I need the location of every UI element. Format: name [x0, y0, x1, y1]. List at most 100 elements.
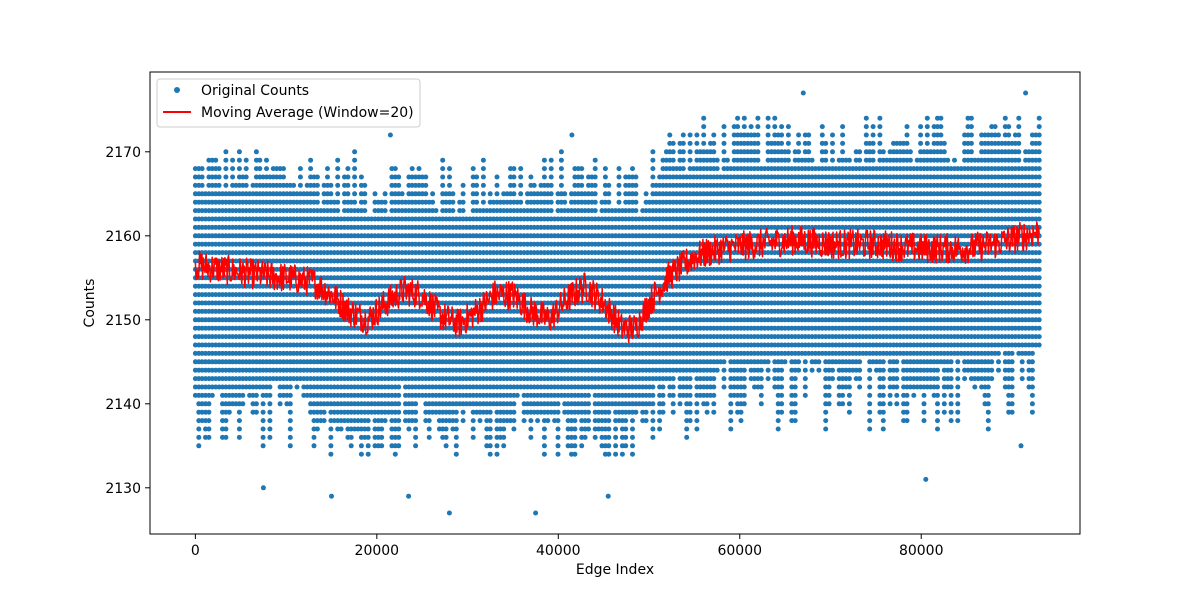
scatter-point [724, 157, 730, 163]
scatter-point [209, 392, 215, 398]
scatter-point [518, 182, 524, 188]
scatter-point [352, 174, 358, 180]
scatter-point [613, 443, 619, 449]
scatter-point [487, 443, 493, 449]
scatter-point [728, 418, 734, 424]
scatter-point [755, 115, 761, 121]
scatter-point [555, 426, 561, 432]
scatter-point [555, 401, 561, 407]
scatter-point [335, 199, 341, 205]
scatter-point [741, 401, 747, 407]
scatter-point [396, 182, 402, 188]
scatter-point [670, 140, 676, 146]
scatter-point [680, 132, 686, 138]
scatter-point [223, 426, 229, 432]
scatter-point [721, 376, 727, 382]
scatter-point [308, 157, 314, 163]
scatter-point [704, 409, 710, 415]
scatter-point [721, 124, 727, 130]
scatter-point [694, 409, 700, 415]
scatter-point [643, 191, 649, 197]
scatter-point [592, 434, 598, 440]
scatter-point [291, 182, 297, 188]
scatter-point [480, 199, 486, 205]
scatter-point [287, 434, 293, 440]
scatter-point [687, 140, 693, 146]
scatter-point [521, 418, 527, 424]
scatter-point [670, 392, 676, 398]
scatter-point [630, 166, 635, 172]
scatter-point [528, 426, 534, 432]
scatter-point [396, 392, 402, 398]
scatter-point [443, 443, 449, 449]
scatter-point [260, 426, 266, 432]
scatter-point [613, 426, 619, 432]
scatter-point [321, 409, 327, 415]
scatter-point [755, 149, 761, 155]
scatter-point [738, 409, 744, 415]
scatter-point [196, 434, 202, 440]
scatter-point [260, 418, 266, 424]
scatter-point [606, 418, 612, 424]
scatter-point [206, 409, 212, 415]
scatter-point [541, 434, 547, 440]
scatter-point [687, 157, 693, 163]
scatter-point [447, 182, 452, 188]
scatter-point [287, 418, 293, 424]
scatter-point [413, 443, 419, 449]
scatter-point [548, 182, 554, 188]
scatter-point [223, 418, 229, 424]
scatter-point [650, 149, 656, 155]
scatter-point [443, 434, 449, 440]
scatter-point [365, 451, 371, 457]
scatter-point [216, 182, 222, 188]
scatter-point [325, 174, 330, 180]
scatter-point [345, 182, 351, 188]
scatter-point [586, 426, 591, 432]
scatter-point [365, 443, 371, 449]
scatter-point [345, 174, 351, 180]
scatter-point [643, 418, 649, 424]
scatter-point [236, 418, 242, 424]
scatter-point [453, 451, 459, 457]
scatter-point [474, 199, 480, 205]
scatter-point [558, 182, 564, 188]
scatter-point [704, 401, 710, 407]
scatter-point [358, 451, 364, 457]
scatter-point [477, 418, 483, 424]
scatter-point [240, 392, 246, 398]
scatter-point [338, 426, 344, 432]
scatter-point [447, 174, 452, 180]
scatter-point [335, 166, 341, 172]
scatter-point [240, 401, 246, 407]
scatter-point [223, 157, 229, 163]
scatter-point [352, 157, 358, 163]
scatter-point [694, 132, 700, 138]
scatter-point [382, 418, 388, 424]
scatter-point [365, 426, 371, 432]
scatter-point [758, 376, 764, 382]
scatter-point [572, 426, 578, 432]
scatter-point [748, 124, 754, 130]
scatter-point [511, 418, 517, 424]
scatter-point [735, 115, 741, 121]
scatter-point [741, 392, 747, 398]
scatter-point [630, 426, 635, 432]
scatter-point [413, 401, 419, 407]
scatter-point [701, 124, 707, 130]
scatter-point [630, 418, 635, 424]
scatter-point [230, 157, 236, 163]
scatter-point [260, 401, 266, 407]
scatter-point [206, 418, 212, 424]
scatter-point [555, 451, 561, 457]
scatter-point [440, 157, 446, 163]
scatter-point [382, 199, 388, 205]
scatter-point [633, 199, 639, 205]
scatter-point [236, 434, 242, 440]
scatter-point [236, 426, 242, 432]
scatter-point [267, 434, 273, 440]
scatter-point [223, 174, 229, 180]
scatter-point [236, 149, 242, 155]
scatter-point [362, 182, 368, 188]
